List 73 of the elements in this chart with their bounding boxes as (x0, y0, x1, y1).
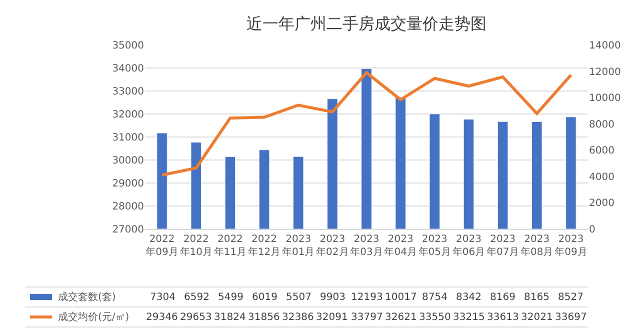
x-tick-label: 2023年02月 (316, 234, 349, 258)
x-tick-label: 2022年10月 (180, 234, 212, 258)
y2-tick-label: 14000 (589, 40, 621, 52)
bar (395, 97, 406, 229)
data-label: 32386 (282, 312, 314, 323)
bar (327, 98, 338, 229)
x-tick-label: 2023年06月 (452, 234, 486, 258)
bar (190, 142, 202, 229)
y2-tick-label: 12000 (589, 66, 621, 78)
bar (258, 150, 270, 229)
data-label: 8527 (558, 292, 584, 303)
bar (292, 156, 304, 229)
x-tick-label: 2023年05月 (418, 234, 452, 258)
data-label: 29653 (180, 312, 212, 323)
data-label: 32621 (385, 312, 417, 323)
data-label: 32091 (316, 312, 348, 323)
legend-label: 成交均价(元/㎡) (58, 311, 130, 323)
y-tick-label: 27000 (112, 224, 144, 236)
x-tick-label: 2023年04月 (384, 234, 417, 258)
data-label: 9903 (320, 292, 346, 303)
data-label: 8165 (524, 292, 550, 303)
data-label: 5499 (218, 292, 244, 303)
bar (224, 156, 236, 229)
x-tick-label: 2022年11月 (214, 234, 247, 258)
data-label: 33613 (487, 312, 519, 323)
data-label: 5507 (286, 292, 312, 303)
data-label: 8342 (456, 292, 482, 303)
data-label: 6019 (252, 292, 278, 303)
legend-label: 成交套数(套) (58, 291, 116, 303)
data-label: 6592 (184, 292, 210, 303)
x-tick-label: 2023年03月 (350, 234, 383, 258)
y2-tick-label: 8000 (589, 119, 614, 130)
data-label: 32021 (521, 312, 553, 323)
bar (463, 119, 474, 229)
data-label: 33697 (555, 312, 587, 323)
y-tick-label: 29000 (112, 178, 144, 190)
data-label: 33797 (351, 312, 383, 323)
y2-tick-label: 0 (589, 224, 596, 236)
bar (429, 114, 440, 229)
y-tick-label: 34000 (112, 64, 144, 74)
y-tick-label: 32000 (112, 110, 144, 120)
y-tick-label: 30000 (112, 156, 144, 166)
data-label: 31824 (214, 312, 246, 323)
x-tick-label: 2023年08月 (520, 234, 554, 258)
data-label: 12193 (351, 292, 383, 303)
x-tick-label: 2023年09月 (554, 234, 588, 258)
bar (566, 116, 576, 229)
data-label: 33215 (453, 312, 485, 323)
x-tick-label: 2022年12月 (248, 234, 281, 258)
bar (532, 121, 542, 229)
bar (497, 121, 508, 229)
bar (156, 132, 168, 229)
data-label: 33550 (419, 312, 451, 323)
data-label: 29346 (146, 312, 178, 323)
chart-title: 近一年广州二手房成交量价走势图 (246, 14, 486, 34)
data-label: 8754 (422, 292, 448, 303)
x-tick-label: 2023年01月 (282, 234, 315, 258)
y2-tick-label: 6000 (589, 146, 614, 157)
data-label: 10017 (385, 292, 417, 303)
y2-tick-label: 4000 (589, 172, 614, 183)
y2-tick-label: 10000 (589, 93, 621, 104)
bar (361, 68, 372, 229)
line-series (160, 71, 572, 177)
y-tick-label: 28000 (112, 202, 144, 212)
data-label: 7304 (150, 292, 176, 303)
data-label: 8169 (490, 292, 516, 303)
y-tick-label: 31000 (112, 132, 144, 144)
data-label: 31856 (248, 312, 280, 323)
x-tick-label: 2022年09月 (146, 234, 178, 258)
x-tick-label: 2023年07月 (486, 234, 520, 258)
y2-tick-label: 2000 (589, 198, 614, 210)
y-tick-label: 35000 (112, 40, 144, 52)
y-tick-label: 33000 (112, 86, 144, 98)
